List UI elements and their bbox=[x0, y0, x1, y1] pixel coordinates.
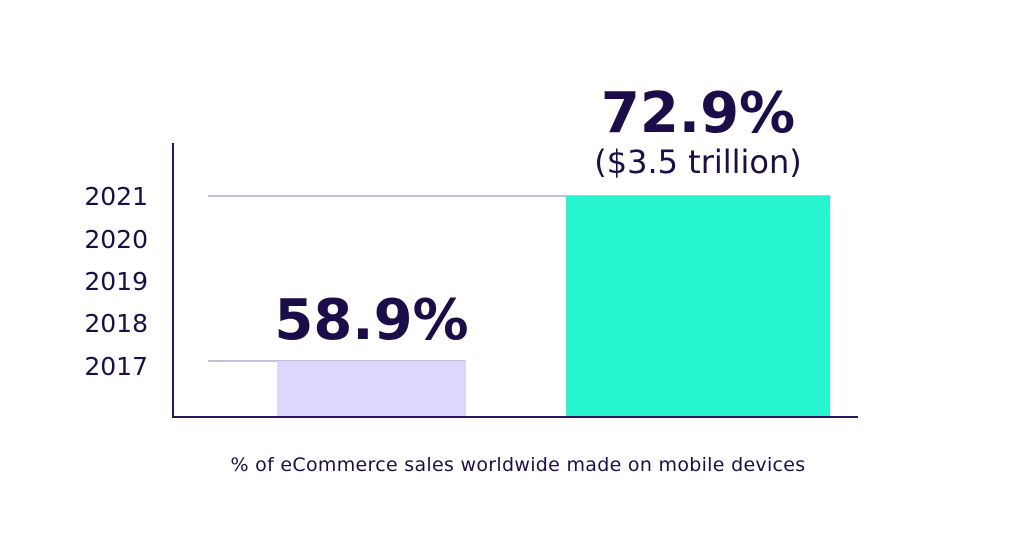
x-axis-label: % of eCommerce sales worldwide made on m… bbox=[230, 454, 806, 476]
bar-2021 bbox=[566, 195, 830, 417]
data-label: 72.9% bbox=[601, 81, 795, 146]
y-tick-label: 2017 bbox=[84, 352, 148, 381]
y-tick-label: 2018 bbox=[84, 309, 148, 338]
bar-annotation: ($3.5 trillion) bbox=[594, 143, 802, 181]
y-tick-label: 2019 bbox=[84, 267, 148, 296]
y-tick-label: 2021 bbox=[84, 182, 148, 211]
data-label: 58.9% bbox=[274, 288, 468, 353]
y-tick-label: 2020 bbox=[84, 225, 148, 254]
bar-2017 bbox=[277, 360, 466, 417]
